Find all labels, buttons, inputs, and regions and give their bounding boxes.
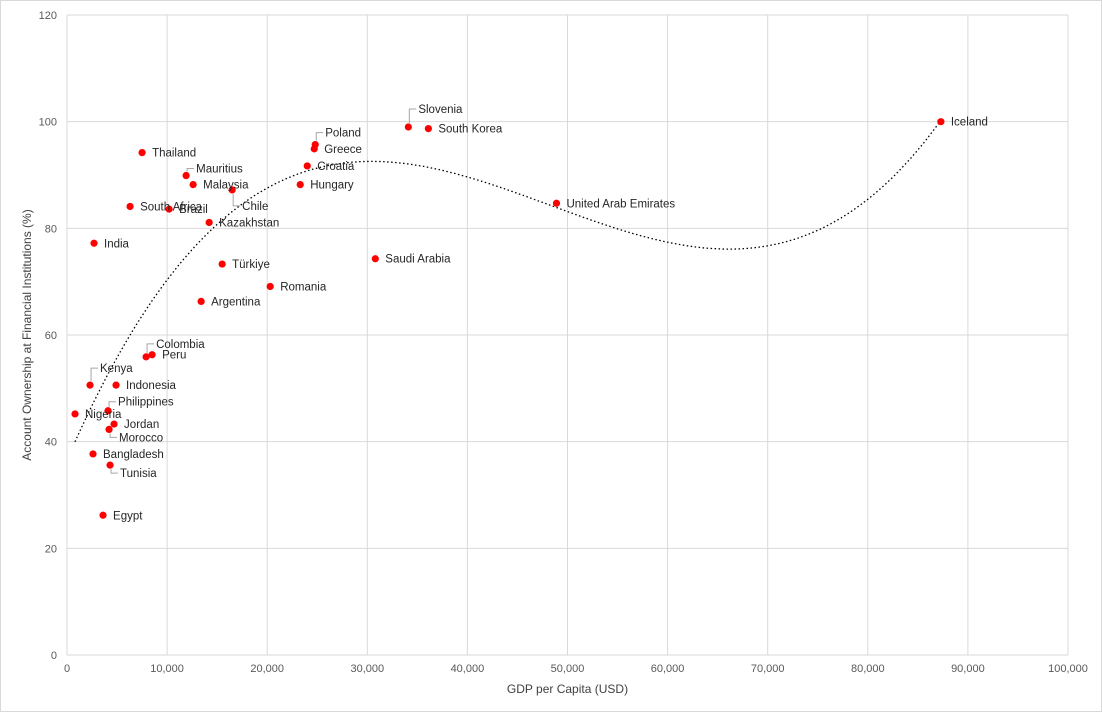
point-label: South Africa	[140, 201, 203, 213]
label-leader	[110, 469, 119, 474]
point-label: Malaysia	[203, 180, 249, 192]
data-point[interactable]	[105, 425, 113, 433]
y-tick-label: 80	[45, 223, 57, 235]
point-label: United Arab Emirates	[566, 198, 675, 210]
point-label: Kenya	[100, 363, 133, 375]
point-label: Colombia	[156, 339, 205, 351]
point-label: Indonesia	[126, 380, 176, 392]
data-point[interactable]	[71, 410, 79, 418]
point-label: Saudi Arabia	[385, 254, 451, 266]
data-point[interactable]	[303, 162, 311, 170]
data-point[interactable]	[110, 420, 118, 428]
label-leaders	[90, 108, 417, 474]
label-leader	[108, 401, 117, 407]
point-label: Poland	[325, 128, 361, 140]
point-label: Bangladesh	[103, 449, 164, 461]
y-tick-label: 60	[45, 330, 57, 342]
data-points	[71, 118, 945, 519]
data-point[interactable]	[104, 407, 112, 415]
data-point[interactable]	[937, 118, 945, 126]
y-tick-label: 100	[39, 117, 57, 129]
point-label: Peru	[162, 350, 186, 362]
data-point[interactable]	[296, 181, 304, 189]
data-point[interactable]	[86, 381, 94, 389]
data-point[interactable]	[205, 218, 213, 227]
x-tick-label: 50,000	[551, 663, 585, 675]
point-label: Thailand	[152, 148, 196, 160]
label-leader	[408, 108, 417, 123]
point-label: Brazil	[179, 204, 208, 216]
point-label: Slovenia	[418, 104, 463, 116]
point-label: Morocco	[119, 432, 163, 444]
point-label: Kazakhstan	[219, 217, 279, 229]
x-tick-label: 90,000	[951, 663, 985, 675]
data-point[interactable]	[404, 123, 412, 131]
point-label: Mauritius	[196, 164, 243, 176]
x-tick-label: 40,000	[451, 663, 485, 675]
point-label: Iceland	[951, 117, 988, 129]
point-label: India	[104, 238, 130, 250]
point-label: Jordan	[124, 419, 159, 431]
y-tick-label: 40	[45, 437, 57, 449]
data-point[interactable]	[99, 511, 107, 519]
y-tick-label: 20	[45, 543, 57, 555]
point-label: Argentina	[211, 296, 261, 308]
data-point[interactable]	[266, 282, 274, 291]
trendline	[74, 120, 942, 443]
data-point[interactable]	[165, 205, 173, 213]
data-point[interactable]	[228, 186, 236, 194]
point-label: Tunisia	[120, 468, 157, 480]
point-label: Nigeria	[85, 409, 122, 421]
x-tick-label: 30,000	[350, 663, 384, 675]
y-axis-title: Account Ownership at Financial Instituti…	[20, 209, 34, 460]
label-leader	[90, 367, 99, 382]
gridlines	[66, 14, 1069, 656]
point-label: Croatia	[317, 161, 355, 173]
data-labels: Iceland Slovenia South Korea Poland Greece Th…	[85, 104, 988, 522]
label-leader	[232, 193, 241, 207]
data-point[interactable]	[126, 202, 134, 211]
point-label: Hungary	[310, 180, 354, 192]
x-tick-label: 0	[64, 663, 70, 675]
data-point[interactable]	[310, 145, 318, 153]
axes: 0 10,000 20,000 30,000 40,000 50,000 60,000 70,…	[39, 10, 1088, 675]
point-label: Romania	[280, 281, 327, 293]
x-tick-label: 10,000	[150, 663, 184, 675]
data-point[interactable]	[112, 381, 120, 389]
point-label: Philippines	[118, 397, 174, 409]
data-point[interactable]	[189, 181, 197, 189]
data-point[interactable]	[552, 199, 561, 207]
data-point[interactable]	[142, 353, 150, 361]
y-tick-label: 120	[39, 10, 57, 22]
data-point[interactable]	[371, 255, 379, 263]
data-point[interactable]	[90, 239, 98, 247]
label-leader	[146, 343, 155, 353]
data-point[interactable]	[182, 171, 190, 180]
data-point[interactable]	[138, 149, 146, 157]
label-leader	[109, 433, 118, 438]
point-label: Türkiye	[232, 259, 270, 271]
x-axis-title: GDP per Capita (USD)	[507, 682, 628, 696]
data-point[interactable]	[424, 125, 432, 133]
data-point[interactable]	[106, 461, 114, 469]
point-label: Egypt	[113, 510, 143, 522]
x-tick-label: 70,000	[751, 663, 785, 675]
point-label: South Korea	[438, 124, 503, 136]
point-label: Greece	[324, 144, 362, 156]
x-tick-label: 80,000	[851, 663, 885, 675]
point-label: Chile	[242, 201, 268, 213]
x-tick-label: 20,000	[250, 663, 284, 675]
data-point[interactable]	[218, 260, 226, 268]
data-point[interactable]	[197, 297, 205, 305]
x-tick-label: 60,000	[651, 663, 685, 675]
label-leader	[315, 132, 324, 141]
x-tick-label: 100,000	[1048, 663, 1088, 675]
label-leader	[186, 168, 195, 172]
y-tick-label: 0	[51, 650, 57, 662]
data-point[interactable]	[89, 450, 97, 458]
data-point[interactable]	[148, 351, 156, 359]
